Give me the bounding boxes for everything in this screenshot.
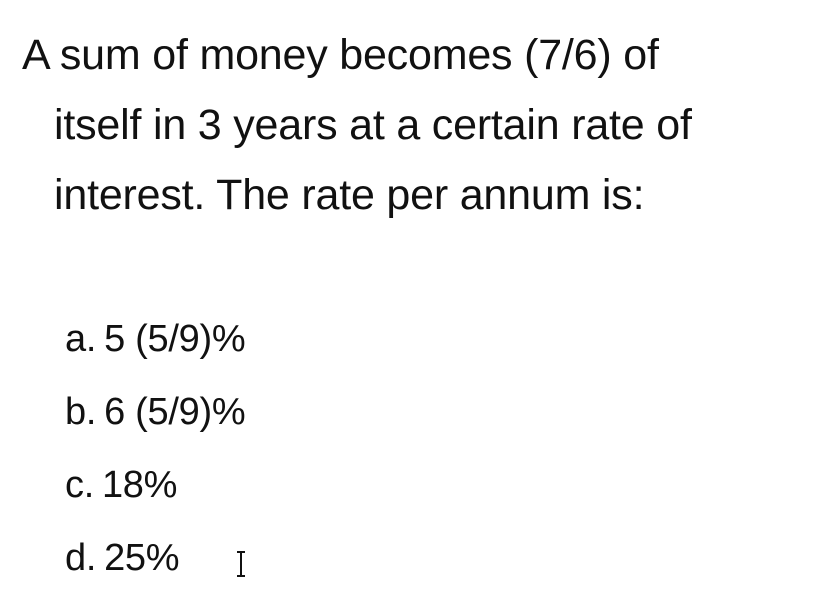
option-letter: b. [65, 391, 97, 433]
option-c[interactable]: c. 18% [65, 449, 465, 522]
option-letter: a. [65, 318, 97, 360]
answer-options: a. 5 (5/9)% b. 6 (5/9)% c. 18% d. 25% [65, 303, 465, 595]
question-line-1: A sum of money becomes (7/6) of [22, 31, 659, 79]
question-line-3: interest. The rate per annum is: [54, 171, 645, 219]
option-text: 18% [101, 464, 178, 506]
option-text: 25% [104, 537, 180, 579]
question-text: A sum of money becomes (7/6) of itself i… [22, 20, 822, 230]
question-line-2: itself in 3 years at a certain rate of [54, 101, 692, 149]
option-a[interactable]: a. 5 (5/9)% [65, 303, 465, 376]
option-text: 6 (5/9)% [104, 391, 246, 433]
option-b[interactable]: b. 6 (5/9)% [65, 376, 465, 449]
option-d[interactable]: d. 25% [65, 522, 465, 595]
option-letter: d. [65, 537, 97, 579]
text-cursor-icon [237, 551, 245, 577]
option-text: 5 (5/9)% [104, 318, 246, 360]
option-letter: c. [65, 464, 94, 506]
